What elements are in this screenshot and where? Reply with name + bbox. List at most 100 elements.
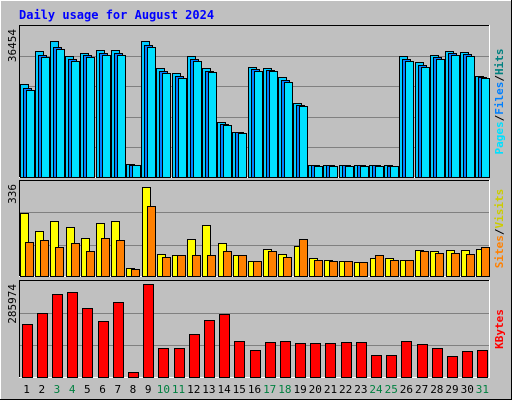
- bar-pages-day-19: [299, 106, 308, 178]
- x-tick-label: 14: [217, 383, 231, 396]
- x-tick-label: 22: [339, 383, 352, 396]
- x-tick-label: 21: [324, 383, 337, 396]
- bar-sites-day-27: [420, 251, 429, 277]
- bar-sites-day-4: [71, 243, 80, 277]
- bar-sites-day-25: [390, 260, 399, 277]
- bar-pages-day-12: [193, 61, 202, 178]
- bar-pages-day-6: [102, 55, 111, 178]
- bar-kbytes-day-7: [113, 302, 124, 378]
- x-tick-label: 29: [445, 383, 458, 396]
- bar-pages-day-26: [405, 61, 414, 178]
- bar-kbytes-day-23: [356, 342, 367, 378]
- legend-entry: Hits: [493, 49, 506, 76]
- bar-pages-day-28: [436, 59, 445, 178]
- bar-kbytes-day-8: [128, 372, 139, 378]
- x-tick-label: 27: [415, 383, 428, 396]
- bar-kbytes-day-18: [280, 341, 291, 378]
- bar-kbytes-day-10: [158, 348, 169, 378]
- legend: Sites/Visits: [493, 189, 506, 269]
- bar-kbytes-day-4: [67, 292, 78, 378]
- bar-kbytes-day-28: [432, 348, 443, 378]
- bar-sites-day-20: [314, 260, 323, 277]
- x-tick-label: 16: [248, 383, 261, 396]
- legend-entry: Pages: [493, 121, 506, 154]
- legend-entry: Visits: [493, 189, 506, 229]
- x-tick-label: 7: [114, 383, 121, 396]
- y-max-label: 285974: [6, 284, 19, 324]
- bar-pages-day-8: [132, 165, 141, 178]
- bar-pages-day-15: [238, 133, 247, 178]
- x-tick-label: 18: [278, 383, 291, 396]
- bar-kbytes-day-31: [477, 350, 488, 378]
- bar-kbytes-day-16: [250, 350, 261, 378]
- bar-sites-day-7: [116, 240, 125, 277]
- x-tick-label: 24: [369, 383, 383, 396]
- bar-pages-day-14: [223, 125, 232, 178]
- bar-sites-day-1: [25, 242, 34, 277]
- x-tick-label: 3: [54, 383, 61, 396]
- bar-kbytes-day-11: [174, 348, 185, 378]
- x-tick-label: 15: [233, 383, 246, 396]
- bar-sites-day-2: [40, 240, 49, 277]
- bar-kbytes-day-1: [22, 324, 33, 378]
- x-tick-label: 13: [202, 383, 215, 396]
- bar-sites-day-11: [177, 255, 186, 277]
- legend-entry: Sites: [493, 235, 506, 268]
- x-tick-label: 26: [400, 383, 413, 396]
- x-tick-label: 9: [145, 383, 152, 396]
- bar-sites-day-13: [207, 255, 216, 277]
- bar-sites-day-16: [253, 261, 262, 277]
- bar-kbytes-day-17: [265, 342, 276, 378]
- bar-sites-day-26: [405, 260, 414, 277]
- x-tick-label: 19: [293, 383, 306, 396]
- bar-sites-day-10: [162, 257, 171, 277]
- bar-kbytes-day-3: [52, 294, 63, 378]
- bar-sites-day-30: [466, 254, 475, 277]
- bar-kbytes-day-27: [417, 344, 428, 378]
- x-tick-label: 25: [385, 383, 398, 396]
- x-tick-label: 20: [309, 383, 322, 396]
- x-tick-label: 8: [130, 383, 137, 396]
- bar-kbytes-day-9: [143, 284, 154, 378]
- bar-sites-day-14: [223, 251, 232, 277]
- bar-pages-day-9: [147, 47, 156, 178]
- panel-kbytes: 285974 KBytes: [6, 280, 506, 378]
- y-max-label: 336: [6, 184, 19, 204]
- bar-pages-day-17: [269, 71, 278, 178]
- chart-title: Daily usage for August 2024: [19, 8, 214, 22]
- x-tick-label: 28: [430, 383, 443, 396]
- bar-sites-day-12: [192, 255, 201, 277]
- bar-kbytes-day-25: [386, 355, 397, 378]
- bar-kbytes-day-14: [219, 314, 230, 378]
- legend-entry: Files: [493, 82, 506, 115]
- bar-sites-day-19: [299, 239, 308, 277]
- bar-pages-day-3: [56, 49, 65, 178]
- bar-sites-day-3: [55, 247, 64, 277]
- bar-pages-day-22: [345, 166, 354, 178]
- x-tick-label: 12: [187, 383, 200, 396]
- bar-pages-day-27: [421, 67, 430, 178]
- x-tick-label: 17: [263, 383, 276, 396]
- bar-pages-day-1: [26, 90, 35, 178]
- bar-sites-day-8: [131, 269, 140, 277]
- x-tick-label: 11: [172, 383, 185, 396]
- bar-pages-day-7: [117, 55, 126, 178]
- bar-sites-day-6: [101, 238, 110, 277]
- bar-kbytes-day-21: [325, 343, 336, 378]
- bar-pages-day-29: [451, 55, 460, 178]
- x-tick-label: 1: [23, 383, 30, 396]
- bar-pages-day-4: [71, 61, 80, 178]
- bar-kbytes-day-2: [37, 313, 48, 378]
- legend: Pages/Files/Hits: [493, 49, 506, 155]
- bar-kbytes-day-19: [295, 343, 306, 378]
- legend-entry: /: [493, 75, 506, 82]
- bar-sites-day-17: [268, 251, 277, 277]
- legend-entry: KBytes: [493, 309, 506, 349]
- bar-sites-day-31: [481, 247, 490, 277]
- bar-sites-day-22: [344, 261, 353, 277]
- bar-kbytes-day-5: [82, 308, 93, 378]
- x-tick-label: 4: [69, 383, 76, 396]
- bar-pages-day-10: [162, 73, 171, 178]
